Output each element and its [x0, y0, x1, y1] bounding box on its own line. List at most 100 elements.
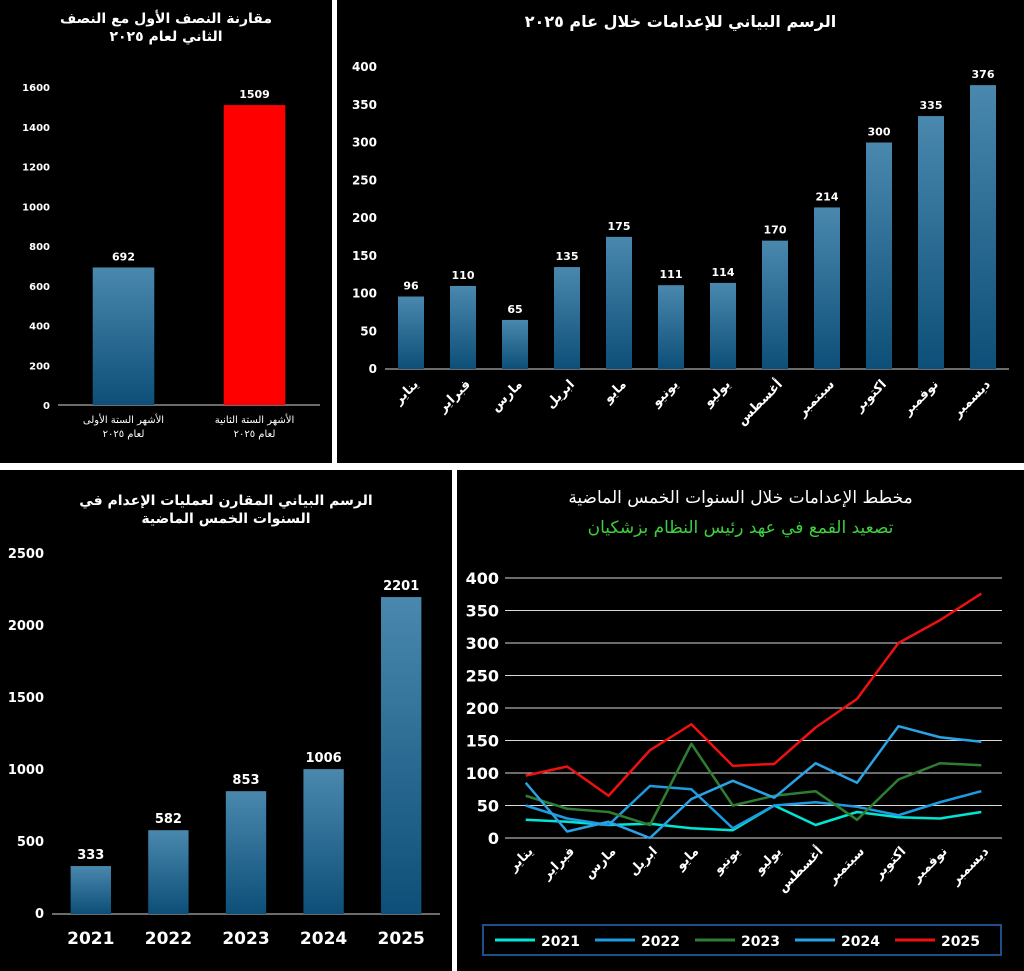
data-label: 692 [112, 250, 135, 263]
x-tick-label: لعام ٢٠٢٥ [103, 429, 145, 440]
y-tick-label: 50 [360, 324, 377, 338]
five-year-bar-chart: 0 500 1000 1500 2000 2500 333 2021 582 2022 853 202… [8, 547, 440, 949]
x-tick-label: مايو [600, 377, 630, 407]
monthly-2025-panel: الرسم البياني للإعدامات خلال عام ٢٠٢٥ 0 5… [337, 0, 1024, 463]
data-label: 170 [764, 224, 787, 237]
y-tick-label: 100 [466, 764, 499, 783]
half-year-comparison-panel: مقارنة النصف الأول مع النصف الثاني لعام … [0, 0, 332, 463]
data-label: 853 [232, 773, 259, 788]
y-tick-label: 1000 [8, 763, 44, 778]
y-tick-label: 0 [488, 829, 499, 848]
data-label: 300 [868, 126, 891, 139]
data-label: 582 [155, 812, 182, 827]
x-tick-label: نوفمبر [900, 377, 942, 419]
x-tick-label: يوليو [752, 844, 785, 877]
bar [866, 142, 892, 369]
x-tick-label: يوليو [700, 377, 733, 410]
bar [710, 282, 736, 369]
x-tick-label: أغسطس [733, 376, 786, 429]
y-tick-label: 1600 [22, 83, 50, 94]
x-tick-label: يناير [391, 377, 422, 408]
x-tick-label: 2023 [222, 929, 269, 949]
x-tick-label: مايو [673, 844, 703, 874]
bar [381, 597, 422, 914]
y-tick-label: 0 [35, 907, 44, 922]
x-tick-label: ابريل [626, 844, 661, 879]
y-tick-label: 400 [466, 569, 499, 588]
bar [814, 207, 840, 369]
bar [92, 267, 155, 405]
five-year-panel: الرسم البياني المقارن لعمليات الإعدام في… [0, 470, 452, 971]
y-tick-label: 200 [29, 361, 50, 372]
legend-label: 2024 [841, 934, 880, 950]
data-label: 1006 [306, 751, 342, 766]
x-tick-label: الأشهر الستة الأولى [83, 413, 164, 426]
data-label: 65 [507, 303, 522, 316]
y-tick-label: 150 [352, 249, 377, 263]
data-label: 110 [452, 269, 475, 282]
y-tick-label: 0 [369, 362, 377, 376]
data-label: 111 [660, 268, 683, 281]
series-line-2023 [525, 742, 982, 827]
x-tick-label: ديسمبر [949, 377, 994, 422]
y-tick-label: 150 [466, 732, 499, 751]
y-tick-label: 1200 [22, 163, 50, 174]
series-line-2024 [524, 724, 982, 840]
data-label: 96 [403, 280, 419, 293]
x-tick-label: فبراير [539, 844, 578, 883]
y-tick-label: 200 [352, 211, 377, 225]
bar [303, 769, 344, 914]
bar [554, 267, 580, 369]
data-label: 1509 [239, 88, 270, 101]
bar [223, 105, 286, 406]
y-tick-label: 250 [352, 173, 377, 187]
x-tick-label: أغسطس [774, 843, 827, 896]
y-tick-label: 2500 [8, 547, 44, 562]
half-year-bar-chart: 0 200 400 600 800 1000 1200 1400 1600 692 الأشهر ا… [22, 83, 320, 440]
data-label: 175 [608, 220, 631, 233]
bar [148, 830, 189, 914]
monthly-bar-chart: 0 50 100 150 200 250 300 350 400 96 يناير 110 فبراير… [352, 60, 1009, 429]
x-tick-label: اكتوبر [851, 377, 890, 416]
bar [762, 240, 788, 369]
y-tick-label: 500 [17, 835, 44, 850]
bar [658, 285, 684, 369]
x-tick-label: نوفمبر [909, 844, 951, 886]
line-chart-subtitle: تصعيد القمع في عهد رئيس النظام بزشكيان [587, 518, 894, 538]
y-tick-label: 50 [477, 797, 499, 816]
y-tick-label: 2000 [8, 619, 44, 634]
y-tick-label: 800 [29, 242, 50, 253]
bar [502, 319, 528, 369]
y-tick-label: 400 [29, 322, 50, 333]
series-line-2025 [525, 592, 982, 797]
legend-label: 2025 [941, 934, 980, 950]
y-tick-label: 1400 [22, 123, 50, 134]
y-tick-label: 250 [466, 667, 499, 686]
bar [70, 866, 111, 914]
data-label: 335 [920, 99, 943, 112]
x-tick-label: اكتوبر [871, 844, 910, 883]
x-tick-label: 2022 [145, 929, 192, 949]
y-tick-label: 300 [466, 634, 499, 653]
y-tick-label: 200 [466, 699, 499, 718]
y-tick-label: 400 [352, 60, 377, 74]
x-tick-label: الأشهر الستة الثانية [215, 413, 295, 426]
data-label: 333 [77, 848, 104, 863]
data-label: 376 [972, 68, 995, 81]
y-tick-label: 350 [352, 98, 377, 112]
x-tick-label: سبتمبر [794, 377, 837, 420]
legend-label: 2021 [541, 934, 580, 950]
data-label: 114 [712, 266, 735, 279]
x-tick-label: يناير [505, 844, 536, 875]
data-label: 135 [556, 250, 579, 263]
y-tick-label: 600 [29, 282, 50, 293]
x-tick-label: ابريل [543, 377, 578, 412]
monthly-chart-title: الرسم البياني للإعدامات خلال عام ٢٠٢٥ [524, 12, 837, 31]
line-chart-title: مخطط الإعدامات خلال السنوات الخمس الماضي… [568, 488, 913, 508]
five-year-chart-title: الرسم البياني المقارن لعمليات الإعدام في… [79, 493, 373, 527]
bar [918, 116, 944, 369]
x-tick-label: يونيو [648, 377, 681, 410]
x-tick-label: مارس [488, 377, 526, 415]
bar [225, 791, 267, 914]
